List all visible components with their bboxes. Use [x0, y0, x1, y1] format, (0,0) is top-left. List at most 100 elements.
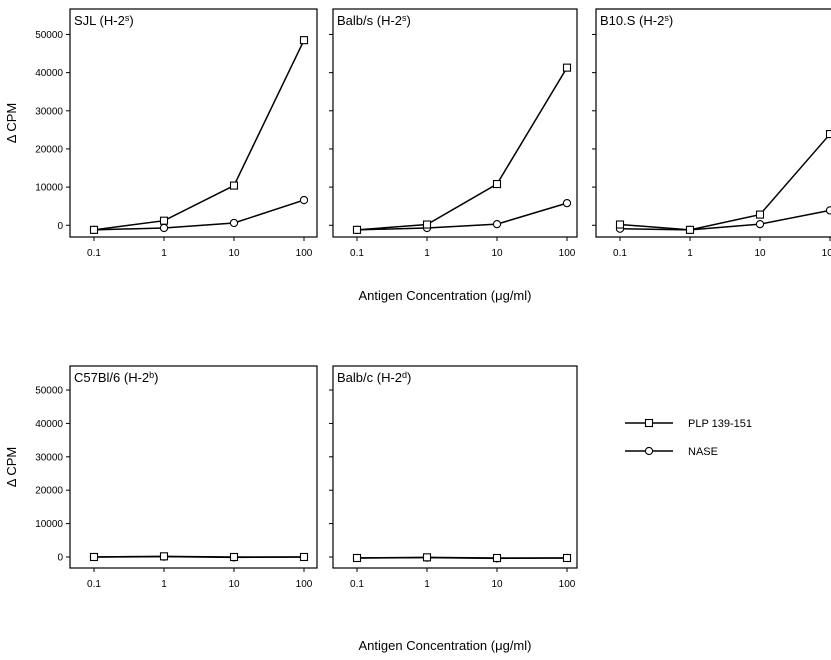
panel-4: 0 10000 20000 30000 40000 50000 0.1 1 10 100 C57Bl…: [4, 365, 318, 590]
series-line: [93, 39, 305, 231]
data-point-square: [159, 216, 169, 225]
data-point-circle: [229, 218, 239, 228]
panel-1: 0 10000 20000 30000 40000 50000 0.1 1 10 100 SJL (…: [4, 8, 318, 259]
panel-2: 0.1 1 10 100 Balb/s (H-2s): [329, 8, 578, 259]
y-axis-label: Δ CPM: [4, 103, 19, 143]
series-nase: [89, 195, 309, 235]
x-tick-label: 100: [296, 248, 313, 259]
panel-frame: [69, 365, 318, 569]
x-tick-label: 100: [559, 248, 576, 259]
panel-title: B10.S (H-2s): [600, 13, 673, 28]
legend-label: NASE: [688, 446, 718, 458]
series-plp: [89, 552, 309, 562]
y-tick-label: 20000: [35, 486, 63, 497]
series-plp: [352, 553, 572, 563]
series-line: [356, 202, 568, 231]
data-point-square: [562, 553, 572, 563]
y-axis-label: Δ CPM: [4, 447, 19, 487]
y-tick-label: 20000: [35, 144, 63, 155]
legend-item-2: NASE: [625, 446, 718, 458]
y-tick-label: 10000: [35, 519, 63, 530]
x-tick-label: 0.1: [350, 248, 364, 259]
series-line: [93, 199, 305, 231]
data-point-square: [492, 553, 502, 563]
data-point-square: [89, 552, 99, 562]
x-tick-label: 1: [424, 248, 430, 259]
x-tick-label: 0.1: [350, 579, 364, 590]
panel-5: 0.1 1 10 100 Balb/c (H-2d): [329, 365, 578, 590]
x-axis-label-bottom: Antigen Concentration (μg/ml): [359, 638, 532, 653]
series-line: [619, 209, 831, 231]
x-tick-label: 0.1: [87, 248, 101, 259]
data-point-square: [352, 225, 362, 234]
data-point-circle: [562, 198, 572, 208]
data-point-square: [615, 220, 625, 229]
x-tick-label: 1: [161, 579, 167, 590]
series-line: [619, 133, 831, 231]
legend-circle-marker: [644, 446, 654, 456]
series-line: [93, 555, 304, 558]
data-point-circle: [159, 223, 169, 233]
data-point-square: [492, 180, 502, 189]
x-tick-label: 1: [161, 248, 167, 259]
data-point-square: [229, 181, 239, 190]
panel-title: Balb/c (H-2d): [337, 370, 411, 385]
data-point-square: [825, 130, 831, 139]
x-tick-label: 100: [296, 579, 313, 590]
panel-frame: [595, 8, 831, 238]
y-tick-label: 10000: [35, 183, 63, 194]
y-tick-label: 40000: [35, 68, 63, 79]
y-tick-label: 50000: [35, 30, 63, 41]
data-point-square: [299, 36, 309, 45]
data-point-circle: [755, 219, 765, 229]
x-tick-label: 1: [424, 579, 430, 590]
legend-label: PLP 139-151: [688, 418, 752, 430]
y-tick-label: 0: [57, 221, 63, 232]
panel-title: C57Bl/6 (H-2b): [74, 370, 159, 385]
x-tick-label: 0.1: [87, 579, 101, 590]
x-axis-label-top: Antigen Concentration (μg/ml): [359, 288, 532, 303]
data-point-square: [159, 552, 169, 561]
data-point-square: [352, 553, 362, 563]
x-tick-label: 100: [822, 248, 831, 259]
legend-square-marker: [644, 418, 654, 428]
x-tick-label: 10: [754, 248, 766, 259]
x-tick-label: 10: [228, 579, 240, 590]
data-point-square: [229, 552, 239, 562]
series-line: [356, 67, 568, 231]
series-plp: [615, 130, 831, 234]
x-tick-label: 100: [559, 579, 576, 590]
data-point-circle: [299, 195, 309, 205]
data-point-square: [422, 553, 432, 562]
data-point-square: [755, 210, 765, 219]
data-point-circle: [492, 219, 502, 229]
data-point-circle: [825, 206, 831, 215]
data-point-square: [562, 63, 572, 72]
panel-frame: [332, 8, 578, 238]
panel-title: SJL (H-2s): [74, 13, 134, 28]
series-nase: [615, 206, 831, 235]
y-tick-label: 40000: [35, 419, 63, 430]
y-tick-label: 50000: [35, 386, 63, 397]
x-tick-label: 10: [491, 579, 503, 590]
series-plp: [89, 36, 309, 234]
panel-3: 0.1 1 10 100 B10.S (H-2s): [592, 8, 831, 259]
y-tick-label: 30000: [35, 452, 63, 463]
x-tick-label: 10: [491, 248, 503, 259]
data-point-square: [685, 225, 695, 234]
legend: PLP 139-151 NASE: [625, 418, 752, 458]
x-tick-label: 0.1: [613, 248, 627, 259]
data-point-square: [89, 225, 99, 234]
x-tick-label: 1: [687, 248, 693, 259]
y-tick-label: 0: [57, 552, 63, 563]
panel-frame: [332, 365, 578, 569]
x-tick-label: 10: [228, 248, 240, 259]
y-tick-label: 30000: [35, 106, 63, 117]
panel-frame: [69, 8, 318, 238]
data-point-square: [422, 220, 432, 229]
data-point-square: [299, 552, 309, 562]
series-plp: [352, 63, 572, 234]
series-line: [356, 556, 567, 559]
